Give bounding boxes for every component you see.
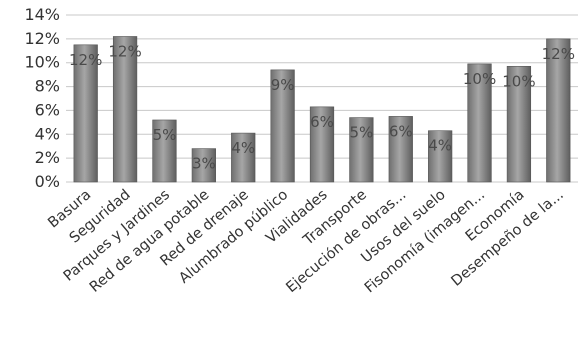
bar: [152, 119, 177, 183]
bars: [73, 36, 571, 183]
y-tick-label: 0%: [35, 172, 60, 191]
data-label: 3%: [192, 155, 216, 173]
bar: [270, 69, 295, 183]
data-label: 4%: [231, 139, 255, 157]
y-tick-label: 8%: [35, 77, 60, 96]
bar: [428, 130, 453, 183]
data-label: 12%: [69, 51, 102, 69]
data-labels: 12% 12% 5% 3% 4% 9% 6% 5% 6% 4% 10% 10% 12%: [69, 42, 575, 172]
data-label: 12%: [542, 45, 575, 63]
y-tick-label: 10%: [24, 53, 60, 72]
data-label: 5%: [153, 126, 177, 144]
data-label: 4%: [428, 137, 452, 155]
data-label: 9%: [271, 76, 295, 94]
y-tick-label: 6%: [35, 100, 60, 119]
data-label: 10%: [502, 72, 535, 90]
bar: [349, 117, 374, 183]
bar: [467, 63, 492, 183]
bar: [388, 116, 413, 183]
y-tick-label: 14%: [24, 5, 60, 24]
data-label: 6%: [389, 122, 413, 140]
y-axis-tick-labels: 0% 2% 4% 6% 8% 10% 12% 14%: [24, 5, 60, 191]
data-label: 12%: [108, 42, 141, 60]
y-tick-label: 4%: [35, 124, 60, 143]
data-label: 10%: [463, 70, 496, 88]
bar: [231, 132, 256, 183]
y-tick-label: 2%: [35, 148, 60, 167]
bar: [309, 106, 335, 183]
bar: [506, 65, 532, 183]
data-label: 5%: [349, 124, 373, 142]
data-label: 6%: [310, 113, 334, 131]
y-tick-label: 12%: [24, 29, 60, 48]
bar: [546, 38, 571, 183]
bar: [112, 36, 138, 183]
bar: [191, 148, 216, 183]
bar: [73, 44, 98, 183]
